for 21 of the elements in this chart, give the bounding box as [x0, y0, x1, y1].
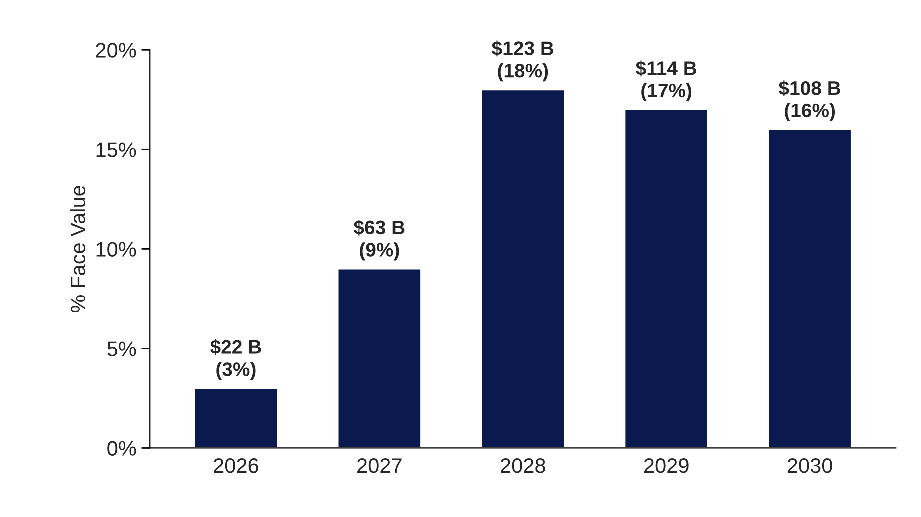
data-label: $114 B (17%) [636, 60, 697, 102]
y-tick-label: 20% [96, 43, 136, 58]
data-label: $22 B (3%) [210, 339, 262, 380]
data-label: $63 B (9%) [354, 220, 405, 261]
x-tick-label: 2028 [501, 458, 546, 474]
y-tick-label: 15% [96, 142, 136, 158]
y-tick-label: 0% [108, 441, 136, 456]
x-tick-label: 2029 [644, 458, 689, 474]
data-label: $123 B (18%) [492, 40, 554, 82]
x-tick-label: 2027 [358, 458, 402, 474]
y-tick-label: 5% [108, 342, 136, 356]
data-label: $108 B (16%) [778, 80, 841, 122]
bar [337, 268, 422, 448]
bar [768, 129, 852, 448]
bar [480, 89, 566, 448]
bar [194, 388, 278, 448]
y-tick-label: 10% [96, 242, 136, 257]
bar [624, 109, 709, 448]
x-tick-label: 2026 [214, 458, 258, 474]
x-tick-label: 2030 [788, 458, 832, 474]
y-axis-title: % Face Value [70, 186, 86, 313]
